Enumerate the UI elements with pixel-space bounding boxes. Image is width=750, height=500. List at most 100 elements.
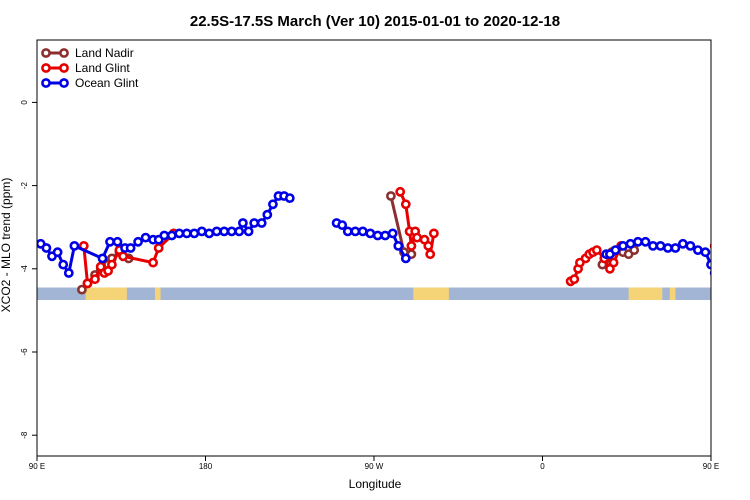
series-ocean-glint bbox=[37, 191, 750, 278]
ocean-glint-point bbox=[706, 259, 711, 270]
ocean-band bbox=[37, 287, 711, 300]
ocean-glint-point bbox=[243, 226, 254, 237]
ocean-glint-point bbox=[204, 228, 215, 239]
land-segment bbox=[85, 287, 127, 300]
land-glint-point bbox=[569, 274, 580, 285]
y-axis-label: XCO2 - MLO trend (ppm) bbox=[0, 178, 13, 313]
land-glint-point bbox=[730, 265, 737, 272]
ocean-glint-point bbox=[69, 240, 80, 251]
legend-item-land-nadir: Land Nadir bbox=[41, 46, 134, 60]
ocean-glint-point bbox=[640, 236, 651, 247]
legend-item-ocean-glint: Ocean Glint bbox=[41, 76, 139, 90]
land-glint-point bbox=[406, 240, 417, 251]
axis-ticks: 90 E 180 90 W 0 90 E 0 -2 -4 -6 -8 bbox=[20, 100, 719, 471]
land-glint-point bbox=[715, 280, 722, 287]
ocean-glint-point bbox=[256, 218, 267, 228]
ocean-glint-point bbox=[372, 230, 383, 241]
ocean-glint-point bbox=[610, 245, 621, 255]
ocean-glint-point bbox=[625, 238, 636, 249]
land-glint-point bbox=[107, 259, 117, 270]
y-tick-label: -2 bbox=[20, 181, 29, 189]
chart-title: 22.5S-17.5S March (Ver 10) 2015-01-01 to… bbox=[190, 13, 560, 30]
land-glint-point bbox=[428, 228, 439, 239]
land-nadir-point bbox=[385, 191, 396, 201]
legend-label: Ocean Glint bbox=[75, 76, 139, 90]
ocean-glint-point bbox=[267, 199, 278, 210]
legend-marker bbox=[41, 78, 51, 88]
ocean-glint-point bbox=[112, 236, 123, 247]
ocean-glint-point bbox=[745, 255, 750, 262]
ocean-glint-point bbox=[717, 242, 724, 249]
land-glint-point bbox=[719, 276, 726, 283]
land-glint-point bbox=[608, 257, 619, 268]
y-tick-label: -8 bbox=[20, 431, 29, 439]
x-tick-label: 180 bbox=[199, 462, 213, 471]
land-nadir-line bbox=[747, 265, 750, 290]
ocean-glint-point bbox=[234, 226, 245, 237]
land-glint-point bbox=[591, 245, 602, 255]
legend-label: Land Nadir bbox=[75, 46, 134, 60]
land-nadir-point bbox=[743, 286, 750, 293]
ocean-glint-point bbox=[357, 226, 368, 237]
x-axis-label: Longitude bbox=[349, 477, 402, 491]
land-glint-point bbox=[425, 249, 436, 260]
ocean-glint-point bbox=[174, 228, 185, 239]
ocean-glint-point bbox=[125, 243, 136, 253]
ocean-glint-point bbox=[670, 243, 681, 253]
ocean-glint-point bbox=[159, 230, 170, 241]
ocean-glint-point bbox=[237, 218, 248, 228]
x-tick-label: 0 bbox=[540, 462, 545, 471]
land-glint-point bbox=[82, 278, 93, 289]
land-segment bbox=[413, 287, 449, 300]
land-glint-line bbox=[715, 233, 750, 283]
y-tick-label: -4 bbox=[20, 265, 29, 273]
legend-marker bbox=[41, 48, 51, 58]
legend-marker bbox=[59, 48, 69, 58]
land-glint-point bbox=[153, 243, 164, 253]
plot-frame bbox=[36, 39, 712, 457]
y-tick-label: -6 bbox=[20, 348, 29, 356]
ocean-glint-point bbox=[181, 228, 192, 239]
land-glint-point bbox=[709, 242, 711, 250]
land-glint-point bbox=[423, 240, 434, 251]
y-tick-label: 0 bbox=[20, 100, 29, 105]
land-glint-point bbox=[743, 255, 750, 262]
ocean-glint-point bbox=[262, 209, 273, 220]
legend-marker bbox=[59, 63, 69, 73]
ocean-glint-point bbox=[648, 240, 658, 251]
land-glint-point bbox=[724, 267, 731, 274]
legend-item-land-glint: Land Glint bbox=[41, 61, 130, 75]
land-nadir-point bbox=[77, 284, 87, 295]
ocean-glint-point bbox=[393, 240, 404, 251]
ocean-glint-point bbox=[633, 236, 643, 247]
ocean-glint-point bbox=[678, 238, 688, 249]
ocean-glint-point bbox=[166, 230, 177, 241]
ocean-glint-point bbox=[350, 226, 361, 237]
legend-label: Land Glint bbox=[75, 61, 130, 75]
ocean-glint-point bbox=[284, 193, 295, 203]
land-glint-point bbox=[118, 251, 128, 262]
ocean-glint-point bbox=[58, 259, 69, 270]
ocean-glint-point bbox=[219, 226, 230, 237]
ocean-glint-point bbox=[189, 228, 200, 239]
ocean-glint-point bbox=[41, 243, 52, 253]
x-tick-label: 90 W bbox=[365, 462, 384, 471]
series-land-glint bbox=[78, 186, 750, 289]
land-glint-point bbox=[90, 274, 100, 285]
ocean-glint-point bbox=[618, 240, 628, 251]
ocean-glint-point bbox=[685, 240, 696, 251]
ocean-glint-point bbox=[337, 220, 348, 230]
ocean-glint-point bbox=[63, 268, 74, 278]
legend-marker bbox=[41, 63, 51, 73]
land-segment bbox=[669, 287, 676, 300]
land-glint-point bbox=[148, 257, 158, 268]
land-glint-point bbox=[400, 199, 411, 210]
ocean-glint-point bbox=[693, 245, 703, 255]
ocean-glint-point bbox=[52, 247, 63, 258]
ocean-glint-point bbox=[105, 236, 115, 247]
ocean-glint-point bbox=[133, 236, 143, 247]
ocean-glint-point bbox=[387, 228, 398, 239]
land-segment bbox=[628, 287, 663, 300]
